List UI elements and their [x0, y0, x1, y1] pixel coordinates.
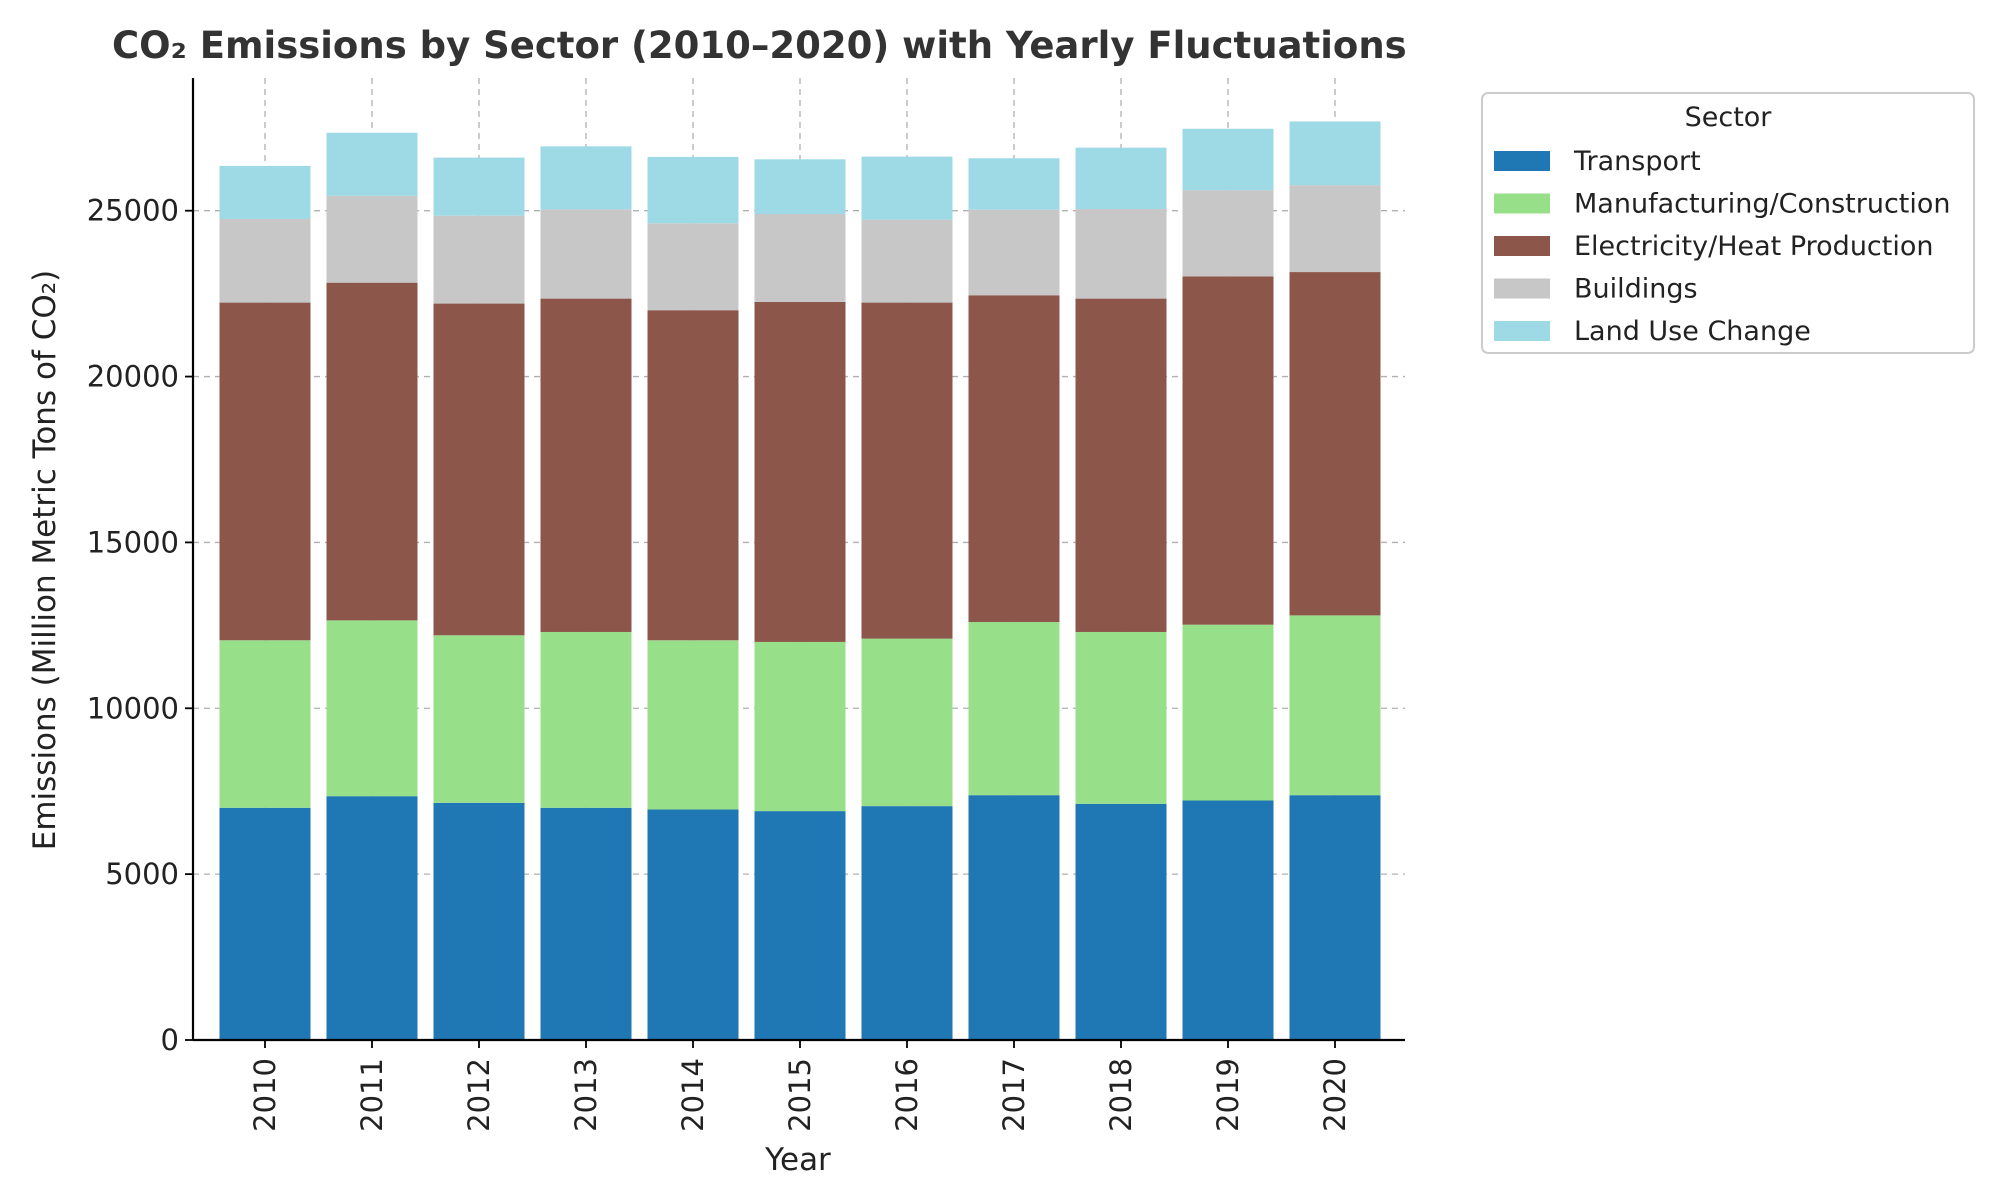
bar-2011-transport: [326, 796, 418, 1040]
bar-2014-transport: [647, 809, 739, 1040]
bar-2017-transport: [968, 795, 1060, 1040]
y-tick-label: 0: [161, 1023, 179, 1057]
legend-entry-electricity-heat-production: Electricity/Heat Production: [1574, 231, 1934, 262]
bar-2019-land-use-change: [1182, 128, 1274, 191]
legend-entry-buildings: Buildings: [1574, 274, 1698, 305]
legend-entry-land-use-change: Land Use Change: [1574, 316, 1811, 347]
bars: [219, 121, 1381, 1040]
legend-frame: [1481, 92, 1975, 354]
legend-swatch-manufacturing-construction: [1494, 193, 1550, 214]
bar-2013-manufacturing-construction: [540, 631, 632, 808]
legend-swatch-buildings: [1494, 278, 1550, 299]
bar-2011-manufacturing-construction: [326, 620, 418, 797]
bar-2018-transport: [1075, 803, 1167, 1040]
bar-2019-buildings: [1182, 190, 1274, 277]
x-tick-label: 2013: [569, 1058, 603, 1132]
y-tick-label: 15000: [87, 525, 179, 559]
bar-2015-land-use-change: [754, 159, 846, 215]
bar-2017-manufacturing-construction: [968, 622, 1060, 796]
bar-2013-buildings: [540, 209, 632, 299]
bar-2011-land-use-change: [326, 132, 418, 196]
bar-2020-transport: [1289, 795, 1381, 1040]
y-tick-label: 25000: [87, 194, 179, 228]
bar-2020-buildings: [1289, 185, 1381, 273]
bar-2013-electricity-heat-production: [540, 298, 632, 632]
bar-2020-electricity-heat-production: [1289, 272, 1381, 616]
bar-2017-buildings: [968, 209, 1060, 296]
bar-2015-manufacturing-construction: [754, 641, 846, 812]
bar-2012-land-use-change: [433, 157, 525, 216]
bar-2014-land-use-change: [647, 156, 739, 224]
bar-2016-land-use-change: [861, 156, 953, 220]
legend-swatch-electricity-heat-production: [1494, 236, 1550, 256]
bar-2017-electricity-heat-production: [968, 295, 1060, 623]
y-tick-label: 10000: [87, 691, 179, 725]
bar-2011-electricity-heat-production: [326, 282, 418, 621]
legend-title: Sector: [1685, 102, 1773, 133]
bar-2018-buildings: [1075, 209, 1167, 299]
bar-2018-land-use-change: [1075, 147, 1167, 210]
bar-2011-buildings: [326, 195, 418, 283]
x-tick-label: 2010: [248, 1058, 282, 1132]
bar-2020-land-use-change: [1289, 121, 1381, 186]
bar-2019-manufacturing-construction: [1182, 624, 1274, 801]
legend: Sector Transport Manufacturing/Constructio…: [1481, 92, 1975, 354]
bar-2015-buildings: [754, 214, 846, 302]
bar-2015-transport: [754, 811, 846, 1040]
bar-2017-land-use-change: [968, 158, 1060, 210]
x-tick-label: 2017: [997, 1058, 1031, 1132]
bar-2013-land-use-change: [540, 146, 632, 210]
x-tick-label: 2012: [462, 1058, 496, 1132]
bar-2014-electricity-heat-production: [647, 310, 739, 641]
bar-2018-manufacturing-construction: [1075, 631, 1167, 804]
bar-2020-manufacturing-construction: [1289, 615, 1381, 796]
bar-2010-electricity-heat-production: [219, 302, 311, 641]
x-tick-label: 2014: [676, 1058, 710, 1132]
bar-2016-electricity-heat-production: [861, 302, 953, 639]
bar-2016-buildings: [861, 219, 953, 303]
bar-2012-electricity-heat-production: [433, 303, 525, 636]
legend-entry-transport: Transport: [1573, 146, 1701, 177]
bar-2010-transport: [219, 807, 311, 1040]
x-axis-label: Year: [764, 1142, 831, 1178]
x-tick-label: 2020: [1318, 1058, 1352, 1132]
bar-2010-land-use-change: [219, 165, 311, 219]
bar-2010-manufacturing-construction: [219, 640, 311, 808]
bar-2015-electricity-heat-production: [754, 301, 846, 642]
x-tick-label: 2019: [1211, 1058, 1245, 1132]
x-tick-label: 2011: [355, 1058, 389, 1132]
y-axis-label: Emissions (Million Metric Tons of CO₂): [27, 270, 63, 851]
bar-2016-manufacturing-construction: [861, 638, 953, 807]
bar-2016-transport: [861, 806, 953, 1040]
legend-swatch-land-use-change: [1494, 321, 1550, 341]
bar-2019-transport: [1182, 800, 1274, 1040]
y-tick-label: 5000: [105, 857, 179, 891]
x-tick-label: 2016: [890, 1058, 924, 1132]
x-tick-label: 2015: [783, 1058, 817, 1132]
chart-title: CO₂ Emissions by Sector (2010–2020) with…: [112, 24, 1407, 67]
legend-swatch-transport: [1494, 151, 1550, 171]
bar-2019-electricity-heat-production: [1182, 276, 1274, 625]
bar-2018-electricity-heat-production: [1075, 298, 1167, 632]
legend-entry-manufacturing-construction: Manufacturing/Construction: [1574, 189, 1951, 220]
bar-2013-transport: [540, 807, 632, 1040]
bar-2014-buildings: [647, 223, 739, 311]
tick-labels: 0 5000 10000 15000 20000 25000 2010 2011 2012 201…: [87, 194, 1352, 1132]
x-tick-label: 2018: [1104, 1058, 1138, 1132]
y-tick-label: 20000: [87, 360, 179, 394]
bar-2012-manufacturing-construction: [433, 635, 525, 803]
bar-2012-buildings: [433, 215, 525, 304]
bar-2012-transport: [433, 802, 525, 1040]
bar-2014-manufacturing-construction: [647, 640, 739, 810]
axes: [185, 78, 1405, 1048]
bar-2010-buildings: [219, 218, 311, 303]
